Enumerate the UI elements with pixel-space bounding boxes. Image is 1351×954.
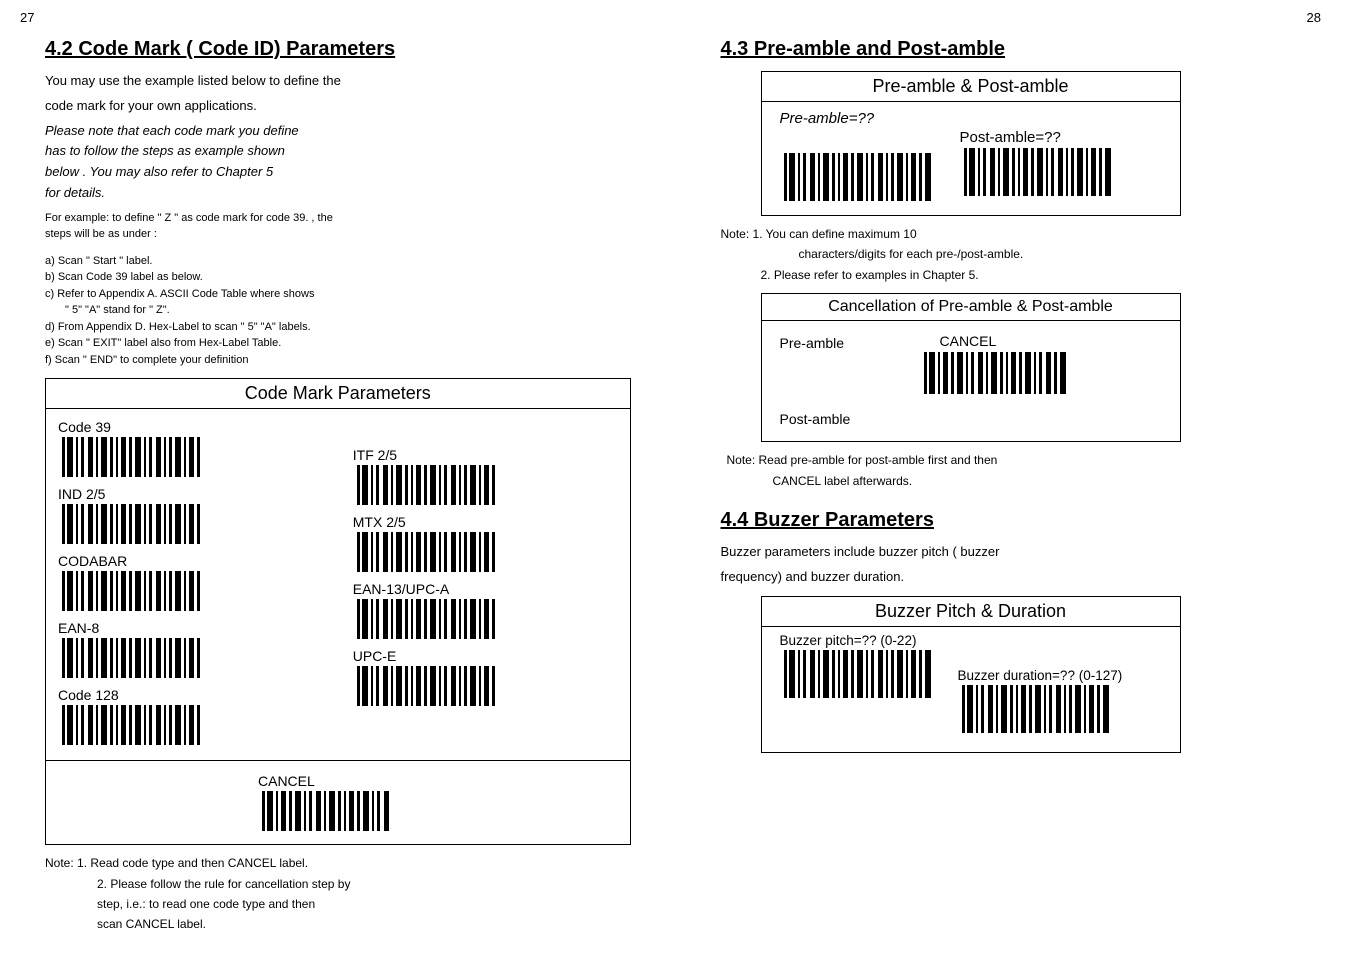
code-left-column: Code 39 IND 2/5 CODABAR EAN-8 Code 128: [58, 415, 323, 750]
preamble-word: Pre-amble: [780, 333, 920, 351]
code-right-column: ITF 2/5 MTX 2/5 EAN-13/UPC-A UPC-E: [353, 415, 618, 750]
section-heading-4-2: 4.2 Code Mark ( Code ID) Parameters: [45, 38, 631, 61]
example-line-1: For example: to define " Z " as code mar…: [45, 210, 631, 227]
step-d: d) From Appendix D. Hex-Label to scan " …: [45, 319, 631, 336]
step-e: e) Scan " EXIT" label also from Hex-Labe…: [45, 335, 631, 352]
buzzer-text-2: frequency) and buzzer duration.: [721, 567, 1307, 588]
italic-line-4: for details.: [45, 183, 631, 204]
left-note-4: scan CANCEL label.: [45, 914, 631, 934]
barcode-preamble: [780, 153, 940, 201]
step-c: c) Refer to Appendix A. ASCII Code Table…: [45, 286, 631, 303]
italic-line-3: below . You may also refer to Chapter 5: [45, 162, 631, 183]
section-heading-4-3: 4.3 Pre-amble and Post-amble: [721, 38, 1307, 61]
barcode-code39: [58, 437, 208, 477]
label-code39: Code 39: [58, 419, 323, 435]
step-b: b) Scan Code 39 label as below.: [45, 269, 631, 286]
cancellation-panel: Cancellation of Pre-amble & Post-amble P…: [761, 293, 1181, 442]
left-note-3: step, i.e.: to read one code type and th…: [45, 894, 631, 914]
label-ind25: IND 2/5: [58, 486, 323, 502]
barcode-code128: [58, 705, 208, 745]
label-cancel: CANCEL: [258, 773, 398, 789]
left-note-1: Note: 1. Read code type and then CANCEL …: [45, 853, 631, 873]
italic-line-2: has to follow the steps as example shown: [45, 141, 631, 162]
barcode-buzzer-pitch: [780, 650, 940, 698]
italic-line-1: Please note that each code mark you defi…: [45, 121, 631, 142]
barcode-codabar: [58, 571, 208, 611]
buzzer-pitch-label: Buzzer pitch=?? (0-22): [780, 633, 1162, 648]
page-number-left: 27: [20, 10, 34, 25]
step-f: f) Scan " END" to complete your definiti…: [45, 352, 631, 369]
code-mark-panel-title: Code Mark Parameters: [46, 379, 630, 409]
barcode-ind25: [58, 504, 208, 544]
buzzer-text-1: Buzzer parameters include buzzer pitch (…: [721, 542, 1307, 563]
cancellation-panel-title: Cancellation of Pre-amble & Post-amble: [762, 294, 1180, 321]
buzzer-panel: Buzzer Pitch & Duration Buzzer pitch=?? …: [761, 596, 1181, 753]
cancel-word: CANCEL: [940, 333, 1080, 349]
label-codabar: CODABAR: [58, 553, 323, 569]
barcode-ean13: [353, 599, 503, 639]
barcode-upce: [353, 666, 503, 706]
label-code128: Code 128: [58, 687, 323, 703]
barcode-itf25: [353, 465, 503, 505]
label-itf25: ITF 2/5: [353, 447, 618, 463]
barcode-ean8: [58, 638, 208, 678]
right-note-a2: characters/digits for each pre-/post-amb…: [721, 244, 1307, 264]
cancel-row: CANCEL: [46, 760, 630, 844]
preamble-panel: Pre-amble & Post-amble Pre-amble=?? Post…: [761, 71, 1181, 216]
intro-line-1: You may use the example listed below to …: [45, 71, 631, 92]
step-c2: " 5" "A" stand for " Z".: [45, 302, 631, 319]
label-mtx25: MTX 2/5: [353, 514, 618, 530]
example-line-2: steps will be as under :: [45, 226, 631, 243]
right-note-a: Note: 1. You can define maximum 10: [721, 224, 1307, 244]
barcode-buzzer-duration: [958, 685, 1118, 733]
step-a: a) Scan " Start " label.: [45, 253, 631, 270]
barcode-postamble: [960, 148, 1120, 196]
barcode-cancel: [258, 791, 398, 831]
left-note-2: 2. Please follow the rule for cancellati…: [45, 874, 631, 894]
left-page: 27 4.2 Code Mark ( Code ID) Parameters Y…: [0, 0, 676, 954]
buzzer-panel-title: Buzzer Pitch & Duration: [762, 597, 1180, 627]
label-ean13: EAN-13/UPC-A: [353, 581, 618, 597]
preamble-panel-title: Pre-amble & Post-amble: [762, 72, 1180, 102]
barcode-mtx25: [353, 532, 503, 572]
right-note-c: Note: Read pre-amble for post-amble firs…: [721, 450, 1307, 470]
label-upce: UPC-E: [353, 648, 618, 664]
preamble-label: Pre-amble=??: [780, 110, 1162, 127]
section-heading-4-4: 4.4 Buzzer Parameters: [721, 509, 1307, 532]
right-note-c2: CANCEL label afterwards.: [721, 471, 1307, 491]
intro-line-2: code mark for your own applications.: [45, 96, 631, 117]
postamble-label: Post-amble=??: [960, 129, 1120, 146]
label-ean8: EAN-8: [58, 620, 323, 636]
postamble-word: Post-amble: [762, 407, 1180, 441]
code-mark-panel: Code Mark Parameters Code 39 IND 2/5 COD…: [45, 378, 631, 845]
right-page: 28 4.3 Pre-amble and Post-amble Pre-ambl…: [676, 0, 1351, 954]
barcode-cancel-amble: [920, 352, 1080, 394]
buzzer-duration-label: Buzzer duration=?? (0-127): [958, 668, 1123, 683]
right-note-b: 2. Please refer to examples in Chapter 5…: [721, 265, 1307, 285]
page-number-right: 28: [1307, 10, 1321, 25]
